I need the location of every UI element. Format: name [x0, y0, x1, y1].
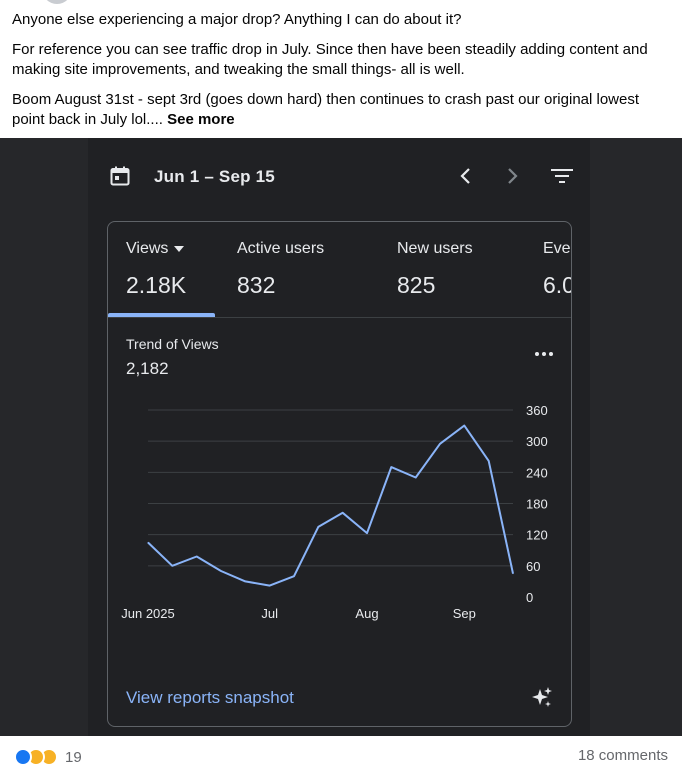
y-tick-label: 360 — [526, 403, 548, 418]
data-point — [390, 466, 392, 468]
data-point — [269, 585, 271, 587]
dropdown-caret-icon[interactable] — [174, 245, 185, 252]
post-line-2: For reference you can see traffic drop i… — [12, 41, 648, 78]
x-tick-label: Aug — [355, 606, 378, 621]
post-line-3-text: Boom August 31st - sept 3rd (goes down h… — [12, 91, 640, 128]
y-tick-label: 0 — [526, 590, 533, 605]
reactions[interactable]: 19 — [14, 747, 82, 767]
views-series-line — [147, 424, 514, 587]
metrics-card: Views 2.18K Active users 832 New users 8… — [107, 221, 572, 727]
y-tick-label: 300 — [526, 434, 548, 449]
data-point — [293, 575, 295, 577]
metric-value: 832 — [237, 272, 276, 298]
data-point — [463, 425, 465, 427]
post-text: Anyone else experiencing a major drop? A… — [12, 0, 672, 130]
trend-title: Trend of Views — [126, 336, 219, 352]
post-line-3: Boom August 31st - sept 3rd (goes down h… — [12, 90, 672, 130]
post-line-1: Anyone else experiencing a major drop? A… — [12, 11, 462, 28]
views-trend-chart: 0 60 120 180 240 300 360 Jun 2025 Jul Aug Sep — [121, 403, 548, 621]
see-more-link[interactable]: See more — [167, 111, 235, 128]
more-options-icon[interactable] — [534, 350, 554, 358]
data-point — [244, 580, 246, 582]
x-tick-label: Sep — [453, 606, 476, 621]
date-range[interactable]: Jun 1 – Sep 15 — [154, 167, 275, 186]
chevron-left-icon[interactable] — [456, 165, 476, 187]
filter-icon[interactable] — [550, 166, 574, 186]
active-tab-indicator — [108, 313, 215, 317]
post-image[interactable]: Jun 1 – Sep 15 Views 2.18K Active user — [0, 138, 682, 736]
metric-views[interactable]: Views 2.18K — [126, 240, 186, 299]
data-point — [147, 541, 149, 543]
view-reports-snapshot-link[interactable]: View reports snapshot — [126, 688, 294, 707]
y-tick-label: 120 — [526, 528, 548, 543]
sparkle-icon[interactable] — [530, 685, 554, 709]
metric-tabs: Views 2.18K Active users 832 New users 8… — [108, 222, 572, 318]
like-reaction-icon — [14, 748, 32, 766]
metric-label: New users — [397, 240, 473, 257]
data-point — [488, 460, 490, 462]
data-point — [317, 526, 319, 528]
calendar-icon[interactable] — [110, 166, 130, 186]
chevron-right-icon[interactable] — [502, 165, 522, 187]
data-point — [171, 565, 173, 567]
analytics-screenshot: Jun 1 – Sep 15 Views 2.18K Active user — [88, 138, 590, 736]
data-point — [512, 573, 514, 575]
post-footer: 19 18 comments — [0, 736, 682, 776]
data-point — [220, 570, 222, 572]
data-point — [342, 512, 344, 514]
trend-value: 2,182 — [126, 359, 169, 378]
comments-link[interactable]: 18 comments — [577, 747, 668, 764]
y-tick-label: 60 — [526, 559, 540, 574]
avatar[interactable] — [42, 0, 72, 4]
metric-label: Views — [126, 240, 169, 257]
data-point — [196, 555, 198, 557]
reaction-count: 19 — [65, 748, 82, 766]
x-tick-label: Jul — [261, 606, 278, 621]
y-tick-label: 240 — [526, 465, 548, 480]
metric-value: 2.18K — [126, 272, 187, 298]
data-point — [366, 532, 368, 534]
data-point — [439, 443, 441, 445]
metric-events[interactable]: Eve 6.0 — [543, 240, 572, 299]
date-bar: Jun 1 – Sep 15 — [88, 138, 590, 210]
y-tick-label: 180 — [526, 497, 548, 512]
metric-label: Eve — [543, 240, 571, 257]
metric-active-users[interactable]: Active users 832 — [237, 240, 324, 299]
metric-new-users[interactable]: New users 825 — [397, 240, 473, 299]
metric-value: 825 — [397, 272, 436, 298]
metric-value: 6.0 — [543, 272, 572, 298]
data-point — [415, 477, 417, 479]
metric-label: Active users — [237, 240, 325, 257]
x-tick-label: Jun 2025 — [121, 606, 175, 621]
